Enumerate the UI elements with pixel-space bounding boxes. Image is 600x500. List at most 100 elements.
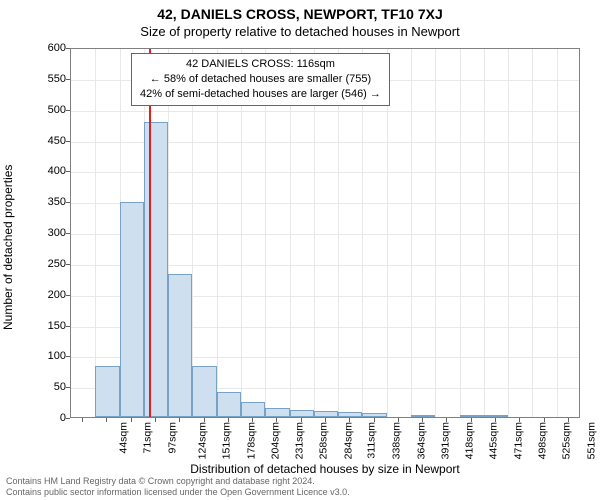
y-tick-label: 300	[26, 227, 66, 239]
x-tick-label: 338sqm	[391, 422, 403, 459]
x-tick-label: 151sqm	[221, 422, 233, 459]
x-tick-label: 204sqm	[269, 422, 281, 459]
x-tick-mark	[179, 418, 180, 422]
y-tick-label: 0	[26, 412, 66, 424]
y-tick-mark	[66, 387, 70, 388]
gridline-v	[484, 49, 485, 417]
y-tick-mark	[66, 141, 70, 142]
y-tick-label: 450	[26, 135, 66, 147]
y-tick-mark	[66, 233, 70, 234]
x-tick-label: 498sqm	[536, 422, 548, 459]
y-tick-mark	[66, 356, 70, 357]
y-tick-label: 350	[26, 196, 66, 208]
y-tick-label: 150	[26, 320, 66, 332]
histogram-bar	[168, 274, 192, 417]
x-tick-label: 391sqm	[439, 422, 451, 459]
x-tick-label: 44sqm	[118, 422, 130, 454]
histogram-bar	[265, 408, 289, 417]
x-tick-mark	[568, 418, 569, 422]
chart-title: 42, DANIELS CROSS, NEWPORT, TF10 7XJ	[0, 0, 600, 22]
y-tick-label: 600	[26, 42, 66, 54]
y-tick-mark	[66, 326, 70, 327]
x-tick-mark	[398, 418, 399, 422]
gridline-v	[557, 49, 558, 417]
y-tick-mark	[66, 295, 70, 296]
x-tick-mark	[204, 418, 205, 422]
histogram-bar	[144, 122, 168, 417]
x-tick-mark	[519, 418, 520, 422]
gridline-v	[411, 49, 412, 417]
x-tick-label: 364sqm	[415, 422, 427, 459]
annotation-line3: 42% of semi-detached houses are larger (…	[140, 87, 381, 102]
chart-subtitle: Size of property relative to detached ho…	[0, 22, 600, 39]
x-tick-label: 525sqm	[561, 422, 573, 459]
y-tick-label: 400	[26, 165, 66, 177]
x-tick-mark	[544, 418, 545, 422]
gridline-v	[95, 49, 96, 417]
x-tick-mark	[228, 418, 229, 422]
x-tick-mark	[349, 418, 350, 422]
x-tick-label: 124sqm	[196, 422, 208, 459]
y-tick-mark	[66, 48, 70, 49]
histogram-bar	[290, 410, 314, 417]
x-tick-mark	[82, 418, 83, 422]
x-tick-mark	[131, 418, 132, 422]
x-tick-mark	[471, 418, 472, 422]
gridline-h	[71, 111, 579, 112]
annotation-line1: 42 DANIELS CROSS: 116sqm	[140, 57, 381, 72]
histogram-bar	[411, 415, 435, 417]
x-tick-label: 97sqm	[166, 422, 178, 454]
x-tick-mark	[252, 418, 253, 422]
gridline-v	[508, 49, 509, 417]
x-tick-label: 284sqm	[342, 422, 354, 459]
x-tick-label: 311sqm	[366, 422, 378, 459]
x-tick-label: 231sqm	[294, 422, 306, 459]
histogram-bar	[217, 392, 241, 417]
histogram-bar	[362, 413, 386, 417]
x-tick-mark	[301, 418, 302, 422]
histogram-bar	[484, 415, 508, 417]
y-tick-label: 50	[26, 381, 66, 393]
y-tick-mark	[66, 79, 70, 80]
x-tick-label: 258sqm	[318, 422, 330, 459]
histogram-bar	[192, 366, 216, 417]
x-tick-label: 445sqm	[488, 422, 500, 459]
y-tick-label: 550	[26, 73, 66, 85]
histogram-bar	[338, 412, 362, 417]
x-tick-label: 418sqm	[464, 422, 476, 459]
x-tick-label: 471sqm	[512, 422, 524, 459]
y-tick-label: 200	[26, 289, 66, 301]
x-tick-mark	[495, 418, 496, 422]
gridline-v	[460, 49, 461, 417]
histogram-bar	[95, 366, 119, 417]
x-tick-mark	[446, 418, 447, 422]
histogram-bar	[314, 411, 338, 417]
footer-line1: Contains HM Land Registry data © Crown c…	[6, 476, 350, 487]
footer-line2: Contains public sector information licen…	[6, 487, 350, 498]
y-tick-label: 100	[26, 350, 66, 362]
x-tick-mark	[106, 418, 107, 422]
x-tick-label: 551sqm	[585, 422, 597, 459]
x-tick-mark	[325, 418, 326, 422]
footer-attribution: Contains HM Land Registry data © Crown c…	[6, 476, 350, 499]
histogram-bar	[460, 415, 484, 417]
annotation-box: 42 DANIELS CROSS: 116sqm ← 58% of detach…	[131, 53, 390, 106]
x-tick-mark	[422, 418, 423, 422]
x-tick-mark	[276, 418, 277, 422]
y-tick-mark	[66, 264, 70, 265]
y-tick-label: 500	[26, 104, 66, 116]
y-tick-mark	[66, 418, 70, 419]
x-tick-label: 178sqm	[245, 422, 257, 459]
gridline-v	[435, 49, 436, 417]
x-tick-mark	[155, 418, 156, 422]
y-tick-mark	[66, 202, 70, 203]
x-tick-label: 71sqm	[142, 422, 154, 454]
y-tick-label: 250	[26, 258, 66, 270]
y-tick-mark	[66, 110, 70, 111]
annotation-line2: ← 58% of detached houses are smaller (75…	[140, 72, 381, 87]
gridline-v	[532, 49, 533, 417]
y-tick-mark	[66, 171, 70, 172]
plot-area: 42 DANIELS CROSS: 116sqm ← 58% of detach…	[70, 48, 580, 418]
histogram-bar	[120, 202, 144, 417]
histogram-bar	[241, 402, 265, 417]
